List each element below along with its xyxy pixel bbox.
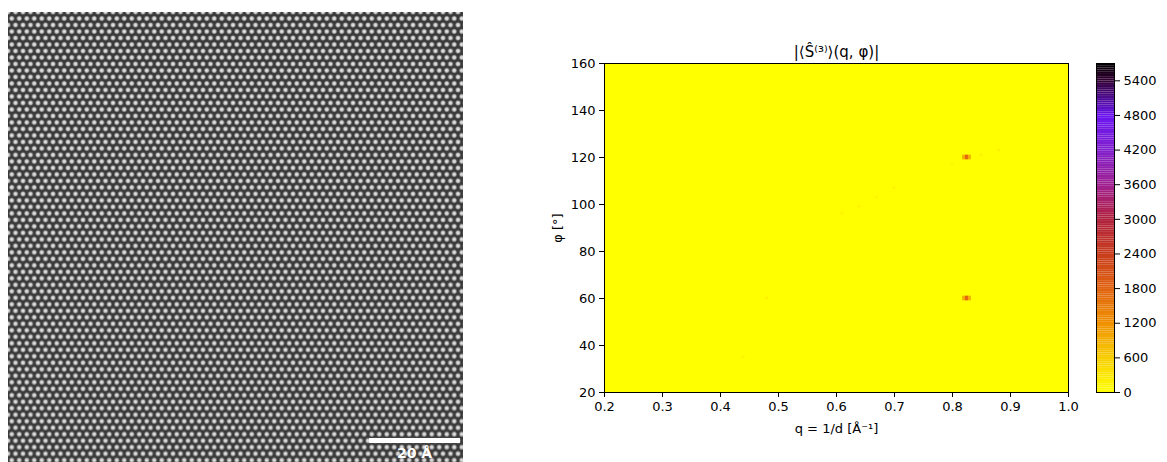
svg-text:1200: 1200 [1124, 315, 1157, 330]
svg-text:0.3: 0.3 [652, 399, 673, 414]
svg-text:q = 1/d [Å⁻¹]: q = 1/d [Å⁻¹] [795, 421, 879, 436]
svg-text:0.5: 0.5 [768, 399, 789, 414]
svg-text:140: 140 [571, 103, 596, 118]
svg-text:40: 40 [579, 338, 596, 353]
svg-text:120: 120 [571, 150, 596, 165]
svg-text:5400: 5400 [1124, 73, 1157, 88]
svg-text:20: 20 [579, 385, 596, 400]
svg-text:600: 600 [1124, 350, 1149, 365]
svg-text:0.2: 0.2 [594, 399, 615, 414]
svg-text:3600: 3600 [1124, 177, 1157, 192]
svg-text:4800: 4800 [1124, 108, 1157, 123]
svg-text:1800: 1800 [1124, 281, 1157, 296]
svg-text:4200: 4200 [1124, 142, 1157, 157]
svg-text:|⟨Ŝ⁽³⁾⟩(q, φ)|: |⟨Ŝ⁽³⁾⟩(q, φ)| [794, 42, 879, 61]
svg-text:0.7: 0.7 [884, 399, 905, 414]
svg-text:0.4: 0.4 [710, 399, 731, 414]
svg-text:1.0: 1.0 [1058, 399, 1079, 414]
svg-text:60: 60 [579, 291, 596, 306]
svg-text:3000: 3000 [1124, 212, 1157, 227]
svg-text:20 Å: 20 Å [397, 445, 432, 461]
svg-text:0.9: 0.9 [1000, 399, 1021, 414]
svg-text:100: 100 [571, 197, 596, 212]
svg-text:0.8: 0.8 [942, 399, 963, 414]
svg-text:2400: 2400 [1124, 246, 1157, 261]
svg-text:0.6: 0.6 [826, 399, 847, 414]
svg-text:φ [°]: φ [°] [550, 213, 565, 242]
svg-text:160: 160 [571, 56, 596, 71]
svg-text:0: 0 [1124, 385, 1132, 400]
svg-text:80: 80 [579, 244, 596, 259]
